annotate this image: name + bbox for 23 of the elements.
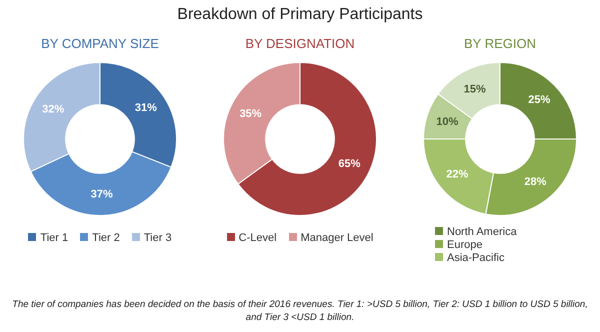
data-label: 37% [90,188,113,200]
legend-label: Asia-Pacific [446,252,506,264]
data-label: 15% [464,84,486,96]
chart-title: BY DESIGNATION [244,36,356,53]
text: Breakdown of Primary Participants [176,6,424,24]
legend-label: Tier 3 [142,232,172,244]
chart-title: BY REGION [462,36,537,53]
data-label: 10% [436,116,458,128]
data-label: 31% [134,102,158,114]
legend-label: Europe [446,239,484,251]
legend-label: North America [446,226,517,238]
chart-title: BY COMPANY SIZE [40,36,160,53]
data-label: 22% [446,168,468,180]
legend-label: C-Level [238,232,277,244]
legend-label: Manager Level [300,232,374,244]
data-label: 28% [524,176,547,188]
data-label: 35% [240,108,262,120]
legend-label: Tier 1 [39,232,68,244]
text: The tier of companies has been decided on the basis of their 2016 revenues. Tier 1: >USD 5 billion, Tier 2: USD 1 billion to USD 5 billion, and Tier 3 <USD 1 billion. [11,298,589,324]
legend-label: Tier 2 [91,232,120,244]
data-label: 32% [42,103,64,116]
data-label: 25% [528,94,550,106]
data-label: 65% [338,158,361,170]
